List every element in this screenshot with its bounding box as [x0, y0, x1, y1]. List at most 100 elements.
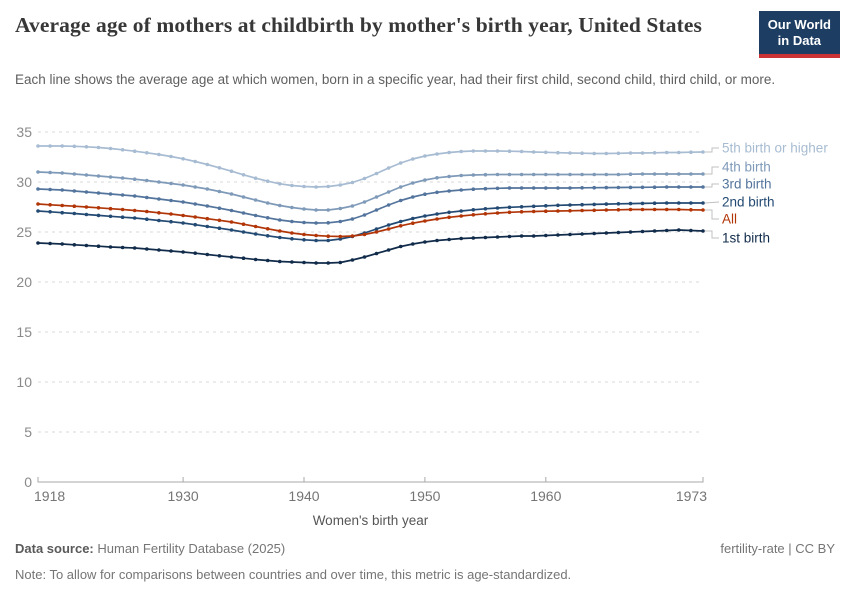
series-dot-third-birth-1960 [544, 186, 548, 190]
series-dot-third-birth-1957 [507, 186, 512, 190]
x-axis-line [37, 477, 704, 483]
series-dot-first-birth-1939 [290, 260, 294, 264]
series-dot-all-1959 [531, 209, 536, 214]
series-dot-third-birth-1928 [157, 197, 161, 201]
series-dot-fourth-birth-1921 [72, 172, 77, 176]
series-dot-first-birth-1950 [423, 240, 427, 244]
series-dot-fifth-birth-or-higher-1929 [169, 154, 173, 159]
series-dot-second-birth-1947 [386, 223, 391, 227]
series-label-third-birth[interactable]: 3rd birth [722, 177, 772, 192]
series-dot-fifth-birth-or-higher-1934 [229, 169, 234, 173]
series-dot-all-1929 [169, 212, 173, 216]
series-dot-fourth-birth-1968 [640, 172, 645, 176]
series-dot-fourth-birth-1939 [290, 205, 294, 210]
series-dot-third-birth-1925 [120, 193, 125, 197]
series-label-connector-third-birth [705, 183, 719, 188]
series-dot-second-birth-1958 [519, 205, 524, 209]
series-dot-fourth-birth-1964 [592, 172, 596, 177]
series-dot-first-birth-1947 [386, 248, 391, 252]
series-dot-fifth-birth-or-higher-1930 [181, 157, 185, 161]
series-line-fourth-birth [37, 171, 704, 211]
series-dot-third-birth-1965 [604, 185, 609, 190]
series-dot-all-1941 [314, 233, 318, 238]
series-dot-fourth-birth-1969 [652, 172, 657, 176]
series-dot-third-birth-1967 [628, 185, 633, 190]
series-dot-first-birth-1952 [447, 237, 451, 242]
series-dot-third-birth-1929 [169, 198, 173, 203]
series-dot-second-birth-1924 [108, 214, 113, 219]
series-dot-fifth-birth-or-higher-1923 [96, 145, 101, 150]
series-dot-first-birth-1943 [338, 260, 343, 265]
note-value: To allow for comparisons between countri… [49, 567, 572, 582]
series-line-all [37, 203, 704, 238]
series-dot-third-birth-1949 [411, 195, 415, 199]
series-dot-fifth-birth-or-higher-1927 [145, 151, 149, 155]
series-dot-first-birth-1922 [84, 243, 89, 248]
series-dot-fifth-birth-or-higher-1933 [217, 166, 222, 170]
series-dot-third-birth-1963 [580, 186, 584, 190]
series-dot-second-birth-1948 [398, 219, 403, 224]
series-dot-second-birth-1934 [229, 228, 234, 232]
series-dot-fifth-birth-or-higher-1949 [411, 157, 415, 161]
series-dot-fifth-birth-or-higher-1952 [447, 150, 451, 155]
series-dot-third-birth-1943 [338, 219, 343, 224]
series-dot-second-birth-1957 [507, 205, 512, 210]
series-dot-second-birth-1953 [459, 209, 464, 213]
series-dot-first-birth-1938 [278, 259, 282, 264]
x-tick-label-1960: 1960 [530, 488, 561, 504]
series-dot-first-birth-1921 [72, 243, 77, 247]
series-dot-all-1919 [48, 203, 52, 207]
series-dot-second-birth-1923 [96, 213, 101, 218]
series-dot-second-birth-1941 [314, 238, 318, 243]
series-dot-second-birth-1919 [48, 210, 52, 214]
y-tick-label-30: 30 [16, 174, 32, 190]
series-dot-second-birth-1943 [338, 237, 343, 241]
series-dot-second-birth-1939 [290, 237, 294, 241]
series-dot-third-birth-1951 [435, 190, 439, 195]
series-dot-all-1928 [157, 211, 161, 215]
series-dot-fourth-birth-1935 [241, 195, 246, 199]
series-label-fourth-birth[interactable]: 4th birth [722, 160, 771, 175]
series-dot-second-birth-1952 [447, 210, 451, 215]
series-dot-first-birth-1951 [435, 238, 439, 243]
series-dot-all-1965 [604, 208, 609, 212]
series-dot-fourth-birth-1965 [604, 172, 609, 177]
series-dot-fifth-birth-or-higher-1956 [495, 149, 500, 153]
series-dot-all-1971 [677, 207, 681, 212]
series-dot-all-1932 [205, 216, 210, 221]
series-dot-fourth-birth-1931 [193, 185, 197, 189]
series-dot-second-birth-1929 [169, 219, 173, 224]
series-dot-fifth-birth-or-higher-1947 [386, 166, 391, 170]
series-dot-all-1936 [253, 224, 258, 229]
series-dot-first-birth-1953 [459, 236, 464, 241]
series-dot-third-birth-1954 [471, 187, 476, 191]
series-dot-fifth-birth-or-higher-1967 [628, 151, 633, 155]
series-dot-fifth-birth-or-higher-1973 [701, 150, 705, 154]
series-label-second-birth[interactable]: 2nd birth [722, 195, 775, 210]
series-dot-fifth-birth-or-higher-1966 [616, 151, 621, 156]
series-dot-third-birth-1936 [253, 213, 258, 218]
series-dot-fourth-birth-1920 [60, 171, 64, 175]
series-dot-first-birth-1967 [628, 230, 633, 234]
series-dot-fourth-birth-1940 [302, 207, 306, 211]
series-dot-first-birth-1958 [519, 234, 524, 238]
series-dot-third-birth-1948 [398, 198, 403, 203]
series-dot-all-1966 [616, 208, 621, 212]
series-dot-all-1964 [592, 208, 596, 213]
series-dot-third-birth-1950 [423, 192, 427, 196]
series-dot-all-1922 [84, 205, 89, 209]
series-dot-second-birth-1930 [181, 221, 185, 225]
series-label-first-birth[interactable]: 1st birth [722, 231, 770, 246]
series-dot-third-birth-1964 [592, 185, 596, 190]
series-dot-all-1967 [628, 207, 633, 212]
series-dot-fourth-birth-1918 [36, 170, 40, 174]
series-label-all[interactable]: All [722, 212, 737, 227]
series-dot-second-birth-1935 [241, 230, 246, 234]
series-dot-fifth-birth-or-higher-1961 [556, 150, 560, 155]
series-dot-all-1926 [132, 208, 137, 213]
series-dot-first-birth-1933 [217, 254, 222, 258]
owid-logo: Our World in Data [758, 11, 840, 58]
series-dot-fifth-birth-or-higher-1937 [265, 179, 270, 183]
series-label-fifth-birth-or-higher[interactable]: 5th birth or higher [722, 141, 828, 156]
